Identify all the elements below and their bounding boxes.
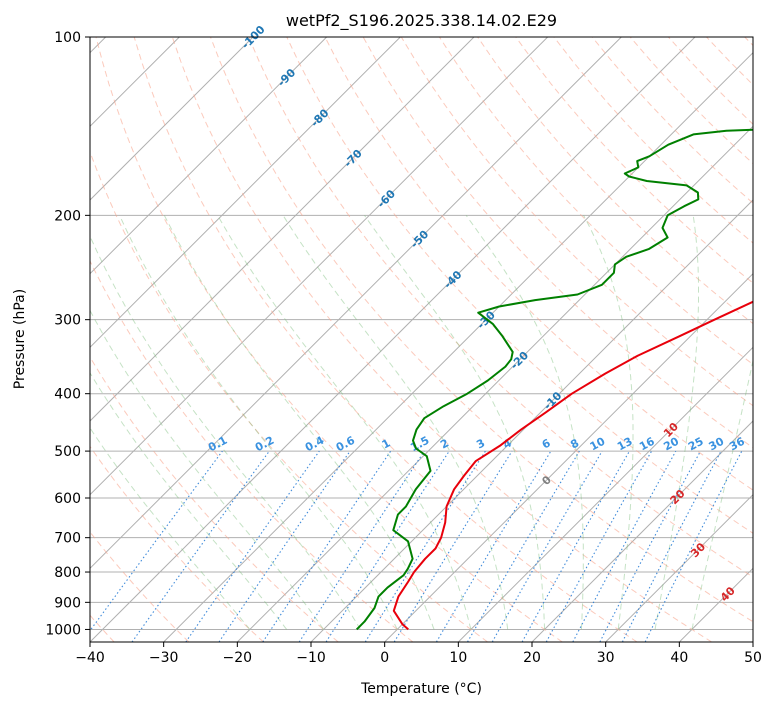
profile-line xyxy=(392,300,753,631)
x-tick-label: 30 xyxy=(597,650,615,666)
dry-adiabat xyxy=(90,259,414,642)
y-tick-label: 700 xyxy=(54,531,81,547)
x-tick-label: −20 xyxy=(223,650,253,666)
x-tick-label: 20 xyxy=(523,650,541,666)
isotherm xyxy=(236,125,753,642)
dry-adiabat xyxy=(171,37,712,642)
dry-adiabat xyxy=(210,37,753,623)
moist-adiabat xyxy=(119,215,398,630)
moist-adiabat xyxy=(90,309,324,630)
x-tick-label: 40 xyxy=(670,650,688,666)
mixing-ratio-line xyxy=(572,450,677,642)
x-tick-label: −30 xyxy=(149,650,179,666)
dry-adiabat xyxy=(95,37,563,642)
moist-adiabat xyxy=(90,427,251,630)
mixing-ratio-label: 10 xyxy=(588,435,608,454)
isotherm xyxy=(90,37,401,349)
y-tick-label: 900 xyxy=(54,595,81,611)
isotherm xyxy=(90,37,549,496)
isotherm xyxy=(90,37,254,201)
x-tick-label: 0 xyxy=(380,650,389,666)
moist-adiabat xyxy=(654,215,699,630)
mixing-ratio-line xyxy=(325,450,450,642)
plot-frame xyxy=(89,36,754,643)
mixing-ratio-label: 20 xyxy=(661,435,681,454)
y-tick-label: 200 xyxy=(54,208,81,224)
dry-adiabat xyxy=(133,37,638,642)
background-lines xyxy=(90,37,753,642)
isotherm xyxy=(163,51,753,642)
mixing-ratio-line xyxy=(90,450,223,632)
dry-adiabat xyxy=(515,37,753,284)
isotherm xyxy=(531,420,753,642)
x-tick-label: −10 xyxy=(296,650,326,666)
moist-adiabat xyxy=(583,215,634,630)
mixing-ratio-label: 30 xyxy=(707,435,727,454)
y-tick-label: 600 xyxy=(54,491,81,507)
mixing-ratio-label: 36 xyxy=(727,435,747,454)
mixing-ratio-line xyxy=(131,450,270,642)
moist-adiabat xyxy=(90,235,361,630)
dry-adiabat xyxy=(248,37,753,578)
x-tick-label: −40 xyxy=(75,650,105,666)
moist-adiabat xyxy=(282,215,509,630)
isotherm xyxy=(90,37,475,422)
moist-adiabat xyxy=(163,215,435,630)
x-tick-label: 50 xyxy=(744,650,762,666)
dry-adiabat xyxy=(90,445,264,642)
moist-adiabat xyxy=(465,215,584,630)
isotherm xyxy=(90,37,696,642)
isotherm xyxy=(457,346,753,642)
chart-title: wetPf2_S196.2025.338.14.02.E29 xyxy=(286,11,557,31)
mixing-ratio-line xyxy=(545,450,653,642)
y-tick-label: 500 xyxy=(54,444,81,460)
y-axis-ticks: 1000 900 800 700 600 500 400 300 200 100 xyxy=(45,30,90,638)
x-axis-ticks: −40 −30 −20 −10 0 10 20 30 40 50 xyxy=(75,642,762,666)
y-tick-label: 800 xyxy=(54,565,81,581)
y-tick-label: 400 xyxy=(54,387,81,403)
dry-adiabat xyxy=(90,356,339,642)
mixing-ratio-label: 13 xyxy=(615,435,635,454)
mixing-ratio-line xyxy=(185,450,320,642)
mixing-ratio-label: 16 xyxy=(637,435,657,454)
profile-line xyxy=(355,128,753,631)
mixing-ratio-line xyxy=(298,450,425,642)
isotherm xyxy=(384,272,753,642)
moist-adiabat xyxy=(364,215,546,630)
profile-series xyxy=(355,128,753,631)
dry-adiabat xyxy=(324,37,753,491)
mixing-ratio-line xyxy=(393,450,513,642)
x-axis-label: Temperature (°C) xyxy=(360,681,482,697)
y-tick-label: 1000 xyxy=(45,622,81,638)
dry-adiabat xyxy=(286,37,753,534)
moist-adiabat xyxy=(90,371,288,630)
isotherm xyxy=(605,493,753,642)
mixing-ratio-label: 25 xyxy=(686,435,706,454)
isotherm xyxy=(90,37,622,570)
mixing-ratio-line xyxy=(218,450,351,642)
mixing-ratio-line xyxy=(262,450,392,642)
mixing-ratio-line xyxy=(521,450,630,642)
moist-adiabat xyxy=(691,358,753,630)
y-tick-label: 300 xyxy=(54,313,81,329)
isotherm xyxy=(90,37,328,275)
x-tick-label: 10 xyxy=(449,650,467,666)
y-axis-label: Pressure (hPa) xyxy=(12,289,28,389)
moist-adiabat xyxy=(217,215,472,630)
y-tick-label: 100 xyxy=(54,30,81,46)
mixing-ratio-line xyxy=(644,450,743,642)
